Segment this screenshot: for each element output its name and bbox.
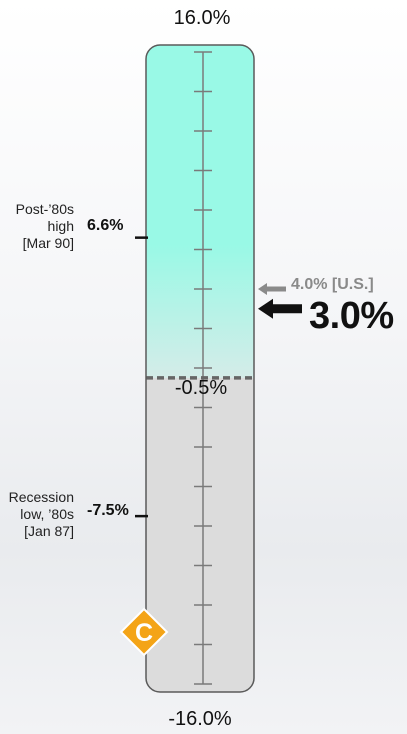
c-badge-icon: C xyxy=(119,607,169,657)
gauge-tube xyxy=(145,44,255,693)
high-note-line: Post-’80s xyxy=(15,201,74,217)
us-value-label: 4.0% [U.S.] xyxy=(291,276,374,293)
high-note-line: [Mar 90] xyxy=(22,235,74,251)
low-note-line: [Jan 87] xyxy=(24,523,74,539)
low-annotation-note: Recession low, ’80s [Jan 87] xyxy=(9,489,74,540)
scale-min-label: -16.0% xyxy=(168,708,232,730)
high-annotation-note: Post-’80s high [Mar 90] xyxy=(16,201,74,252)
threshold-label: -0.5% xyxy=(174,377,228,399)
gauge-ticks xyxy=(194,51,212,685)
gauge-upper-fill xyxy=(146,45,254,378)
us-arrow xyxy=(258,283,286,295)
low-annotation-value: -7.5% xyxy=(87,502,129,519)
current-value-label: 3.0% xyxy=(309,295,394,337)
low-note-line: Recession xyxy=(8,489,74,505)
svg-text:C: C xyxy=(135,619,153,647)
gauge-lower-fill xyxy=(146,377,254,692)
low-note-line: low, ’80s xyxy=(20,506,74,522)
current-arrow xyxy=(258,298,302,319)
scale-max-label: 16.0% xyxy=(173,7,231,29)
high-note-line: high xyxy=(47,218,74,234)
high-annotation-value: 6.6% xyxy=(87,217,124,234)
